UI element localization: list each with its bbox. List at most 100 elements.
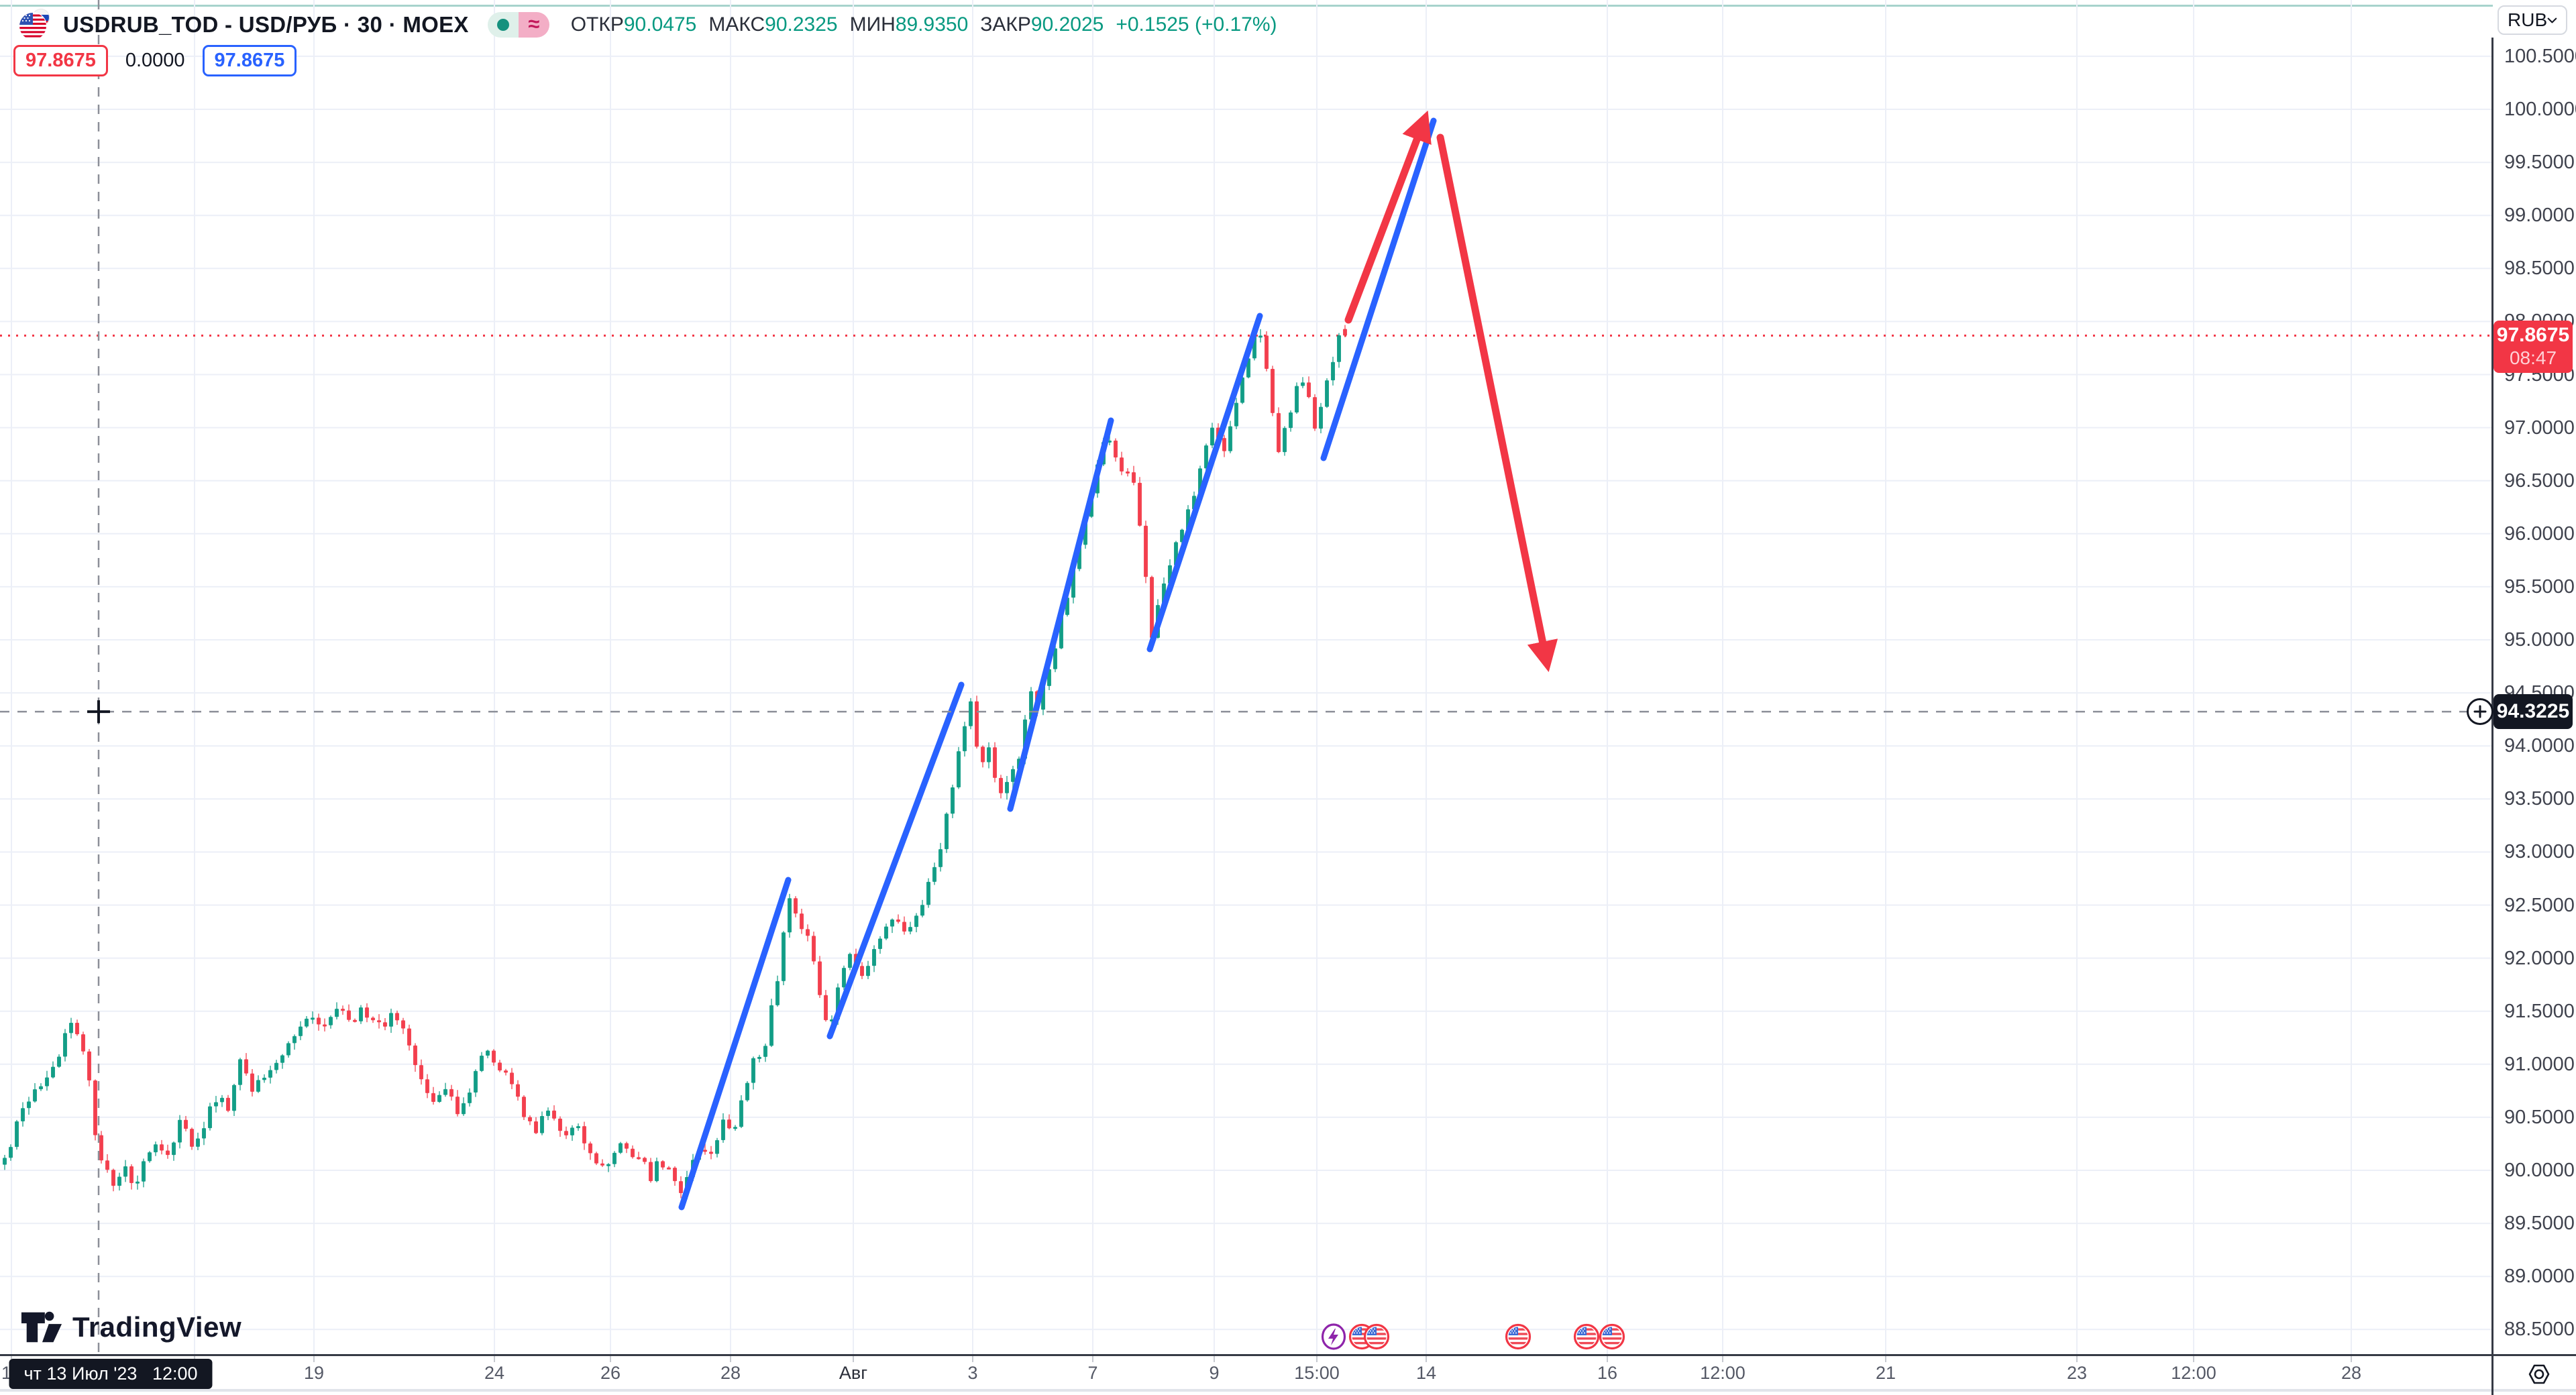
market-open-pill[interactable] bbox=[487, 12, 519, 38]
crosshair-price-badge: 94.3225 bbox=[2493, 694, 2573, 730]
axis-settings-gear-icon[interactable] bbox=[2526, 1361, 2552, 1387]
projection-arrow[interactable] bbox=[1344, 110, 1432, 324]
price-axis-label: 89.0000 bbox=[2504, 1266, 2575, 1288]
trend-line[interactable] bbox=[1146, 313, 1263, 653]
time-axis-tick bbox=[2076, 1356, 2078, 1362]
top-accent-line bbox=[0, 5, 2493, 7]
price-axis-label: 91.5000 bbox=[2504, 1000, 2575, 1022]
chart-canvas[interactable] bbox=[0, 0, 2493, 1354]
time-axis-label: 23 bbox=[2066, 1363, 2088, 1383]
market-status-pills: ≈ bbox=[487, 11, 549, 38]
market-open-dot-icon bbox=[496, 19, 509, 31]
time-axis-tick bbox=[494, 1356, 495, 1362]
time-axis-tick bbox=[313, 1356, 315, 1362]
time-axis-separator[interactable] bbox=[0, 1354, 2576, 1356]
time-axis-tick bbox=[1426, 1356, 1427, 1362]
tradingview-wordmark: TradingView bbox=[72, 1311, 242, 1343]
us-flag-icon[interactable] bbox=[1363, 1323, 1390, 1350]
time-axis-label: 21 bbox=[1875, 1363, 1896, 1383]
time-axis-label: 16 bbox=[1597, 1363, 1618, 1383]
grid bbox=[0, 0, 2493, 1354]
time-axis-tick bbox=[1214, 1356, 1215, 1362]
price-axis-label: 100.0000 bbox=[2504, 99, 2576, 120]
low-value: 89.9350 bbox=[895, 13, 969, 36]
usd-rub-flag-icon[interactable] bbox=[19, 9, 51, 41]
crosshair-time-badge: чт 13 Июл '23 12:00 bbox=[9, 1359, 213, 1389]
time-axis-label: 3 bbox=[967, 1363, 978, 1383]
time-axis-tick bbox=[2351, 1356, 2352, 1362]
symbol-title[interactable]: USDRUB_TOD - USD/РУБ · 30 · MOEX bbox=[63, 12, 469, 37]
high-value: 90.2325 bbox=[765, 13, 838, 36]
price-axis-label: 96.5000 bbox=[2504, 469, 2575, 492]
price-axis-label: 95.5000 bbox=[2504, 575, 2575, 598]
time-axis-label: 28 bbox=[2341, 1363, 2362, 1383]
currency-label: RUB bbox=[2508, 9, 2548, 30]
approx-icon: ≈ bbox=[528, 11, 540, 36]
time-axis-label: 24 bbox=[484, 1363, 505, 1383]
price-axis-label: 91.0000 bbox=[2504, 1053, 2575, 1075]
price-axis-label: 92.5000 bbox=[2504, 894, 2575, 916]
time-axis-tick bbox=[2193, 1356, 2194, 1362]
time-axis-tick bbox=[1092, 1356, 1093, 1362]
chevron-down-icon bbox=[2547, 17, 2557, 23]
ohlc-readout: ОТКР90.0475 МАКС90.2325 МИН89.9350 ЗАКР9… bbox=[571, 13, 1289, 36]
high-label: МАКС bbox=[708, 13, 765, 36]
close-value: 90.2025 bbox=[1030, 13, 1104, 36]
symbol-header: USDRUB_TOD - USD/РУБ · 30 · MOEX ≈ ОТКР9… bbox=[19, 8, 1289, 42]
price-axis-label: 98.5000 bbox=[2504, 258, 2575, 280]
crosshair-center-icon bbox=[87, 700, 110, 724]
buy-price-button[interactable]: 97.8675 bbox=[202, 45, 297, 76]
spread-value: 0.0000 bbox=[125, 50, 185, 71]
tradingview-logo[interactable]: TradingView bbox=[20, 1308, 241, 1347]
plus-icon bbox=[2473, 705, 2487, 718]
currency-selector[interactable]: RUB bbox=[2498, 5, 2567, 35]
us-flag-icon[interactable] bbox=[1599, 1323, 1625, 1350]
time-axis-label: 12:00 bbox=[2171, 1363, 2216, 1383]
time-axis-tick bbox=[1607, 1356, 1608, 1362]
time-axis-tick bbox=[1722, 1356, 1723, 1362]
price-axis-label: 95.0000 bbox=[2504, 629, 2575, 651]
price-axis-label: 100.5000 bbox=[2504, 45, 2576, 67]
time-axis-tick bbox=[853, 1356, 854, 1362]
price-axis-label: 97.0000 bbox=[2504, 416, 2575, 439]
trend-line[interactable] bbox=[678, 877, 792, 1211]
price-axis-label: 89.5000 bbox=[2504, 1213, 2575, 1235]
approximate-data-pill[interactable]: ≈ bbox=[518, 11, 549, 38]
time-axis-label: 26 bbox=[600, 1363, 621, 1383]
open-value: 90.0475 bbox=[623, 13, 697, 36]
candlestick-series[interactable] bbox=[3, 325, 1347, 1200]
time-axis-label: 15:00 bbox=[1294, 1363, 1340, 1383]
trend-line[interactable] bbox=[1007, 417, 1114, 812]
bottom-edge-strip bbox=[0, 1389, 2576, 1392]
projection-arrow[interactable] bbox=[1436, 133, 1558, 673]
time-axis-label: 19 bbox=[303, 1363, 325, 1383]
tradingview-mark-icon bbox=[21, 1311, 62, 1343]
us-flag-icon[interactable] bbox=[1505, 1323, 1532, 1350]
time-axis-label: Авг bbox=[839, 1363, 868, 1383]
time-axis-label: 28 bbox=[720, 1363, 741, 1383]
trend-line[interactable] bbox=[1320, 117, 1437, 461]
price-axis-label: 93.0000 bbox=[2504, 841, 2575, 863]
time-axis-tick bbox=[730, 1356, 731, 1362]
last-price-badge[interactable]: 97.8675 08:47 bbox=[2493, 321, 2573, 374]
bar-countdown: 08:47 bbox=[2509, 347, 2557, 369]
time-axis-tick bbox=[1316, 1356, 1318, 1362]
time-axis-tick bbox=[1885, 1356, 1886, 1362]
buy-sell-price-row: 97.8675 0.0000 97.8675 bbox=[13, 45, 297, 76]
trend-line[interactable] bbox=[826, 681, 965, 1040]
time-axis-label: 12:00 bbox=[1700, 1363, 1746, 1383]
sell-price-button[interactable]: 97.8675 bbox=[13, 45, 108, 76]
add-alert-plus-button[interactable] bbox=[2467, 698, 2493, 726]
change-value: +0.1525 (+0.17%) bbox=[1116, 13, 1277, 36]
price-axis-label: 92.0000 bbox=[2504, 947, 2575, 969]
close-label: ЗАКР bbox=[980, 13, 1031, 36]
price-axis-label: 99.0000 bbox=[2504, 205, 2575, 227]
us-flag-icon[interactable] bbox=[1573, 1323, 1600, 1350]
open-label: ОТКР bbox=[570, 13, 624, 36]
price-axis-label: 93.5000 bbox=[2504, 788, 2575, 810]
low-label: МИН bbox=[849, 13, 896, 36]
price-axis-label: 88.5000 bbox=[2504, 1319, 2575, 1341]
flash-icon[interactable] bbox=[1320, 1323, 1347, 1350]
time-axis-tick bbox=[610, 1356, 611, 1362]
